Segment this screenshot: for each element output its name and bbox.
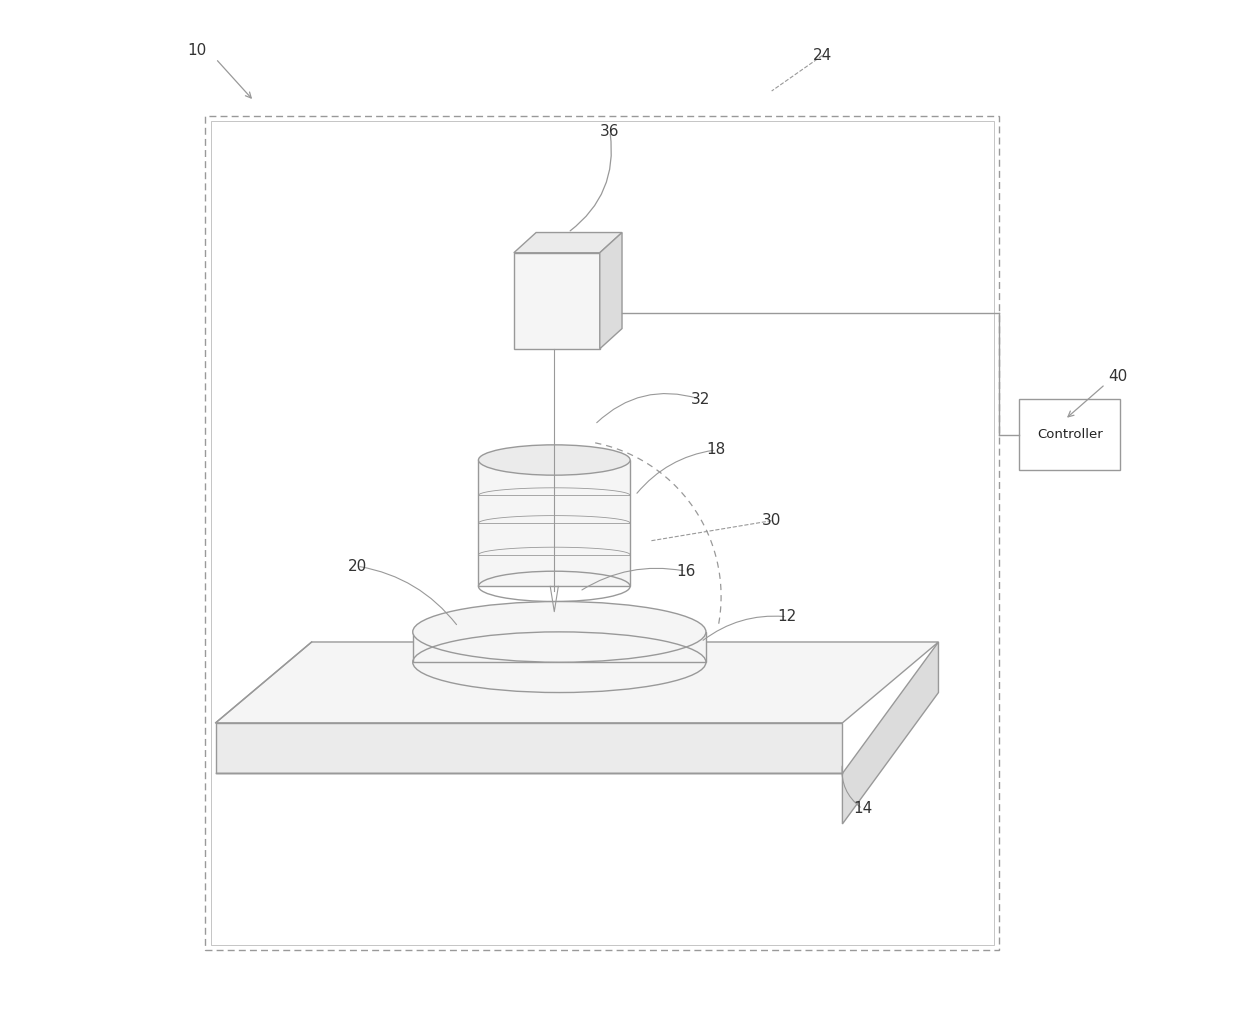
Text: 14: 14 <box>853 802 872 816</box>
Polygon shape <box>216 642 939 723</box>
Polygon shape <box>216 723 842 773</box>
Text: 40: 40 <box>1107 369 1127 383</box>
Text: 36: 36 <box>600 124 620 139</box>
Bar <box>211 121 994 945</box>
Text: 12: 12 <box>777 610 796 624</box>
Text: 10: 10 <box>187 43 207 58</box>
Polygon shape <box>413 632 706 662</box>
Text: Controller: Controller <box>1037 429 1102 441</box>
Text: 24: 24 <box>812 49 832 63</box>
Polygon shape <box>513 253 600 349</box>
Text: 20: 20 <box>347 559 367 573</box>
Polygon shape <box>600 233 622 349</box>
Text: 32: 32 <box>691 392 711 406</box>
Polygon shape <box>479 460 630 586</box>
Text: 16: 16 <box>676 564 696 578</box>
Ellipse shape <box>413 602 706 662</box>
Polygon shape <box>513 233 622 253</box>
Text: 30: 30 <box>761 514 781 528</box>
Bar <box>1019 399 1121 470</box>
Polygon shape <box>842 642 939 824</box>
Bar <box>206 116 999 950</box>
Ellipse shape <box>479 445 630 475</box>
Text: 18: 18 <box>707 443 725 457</box>
